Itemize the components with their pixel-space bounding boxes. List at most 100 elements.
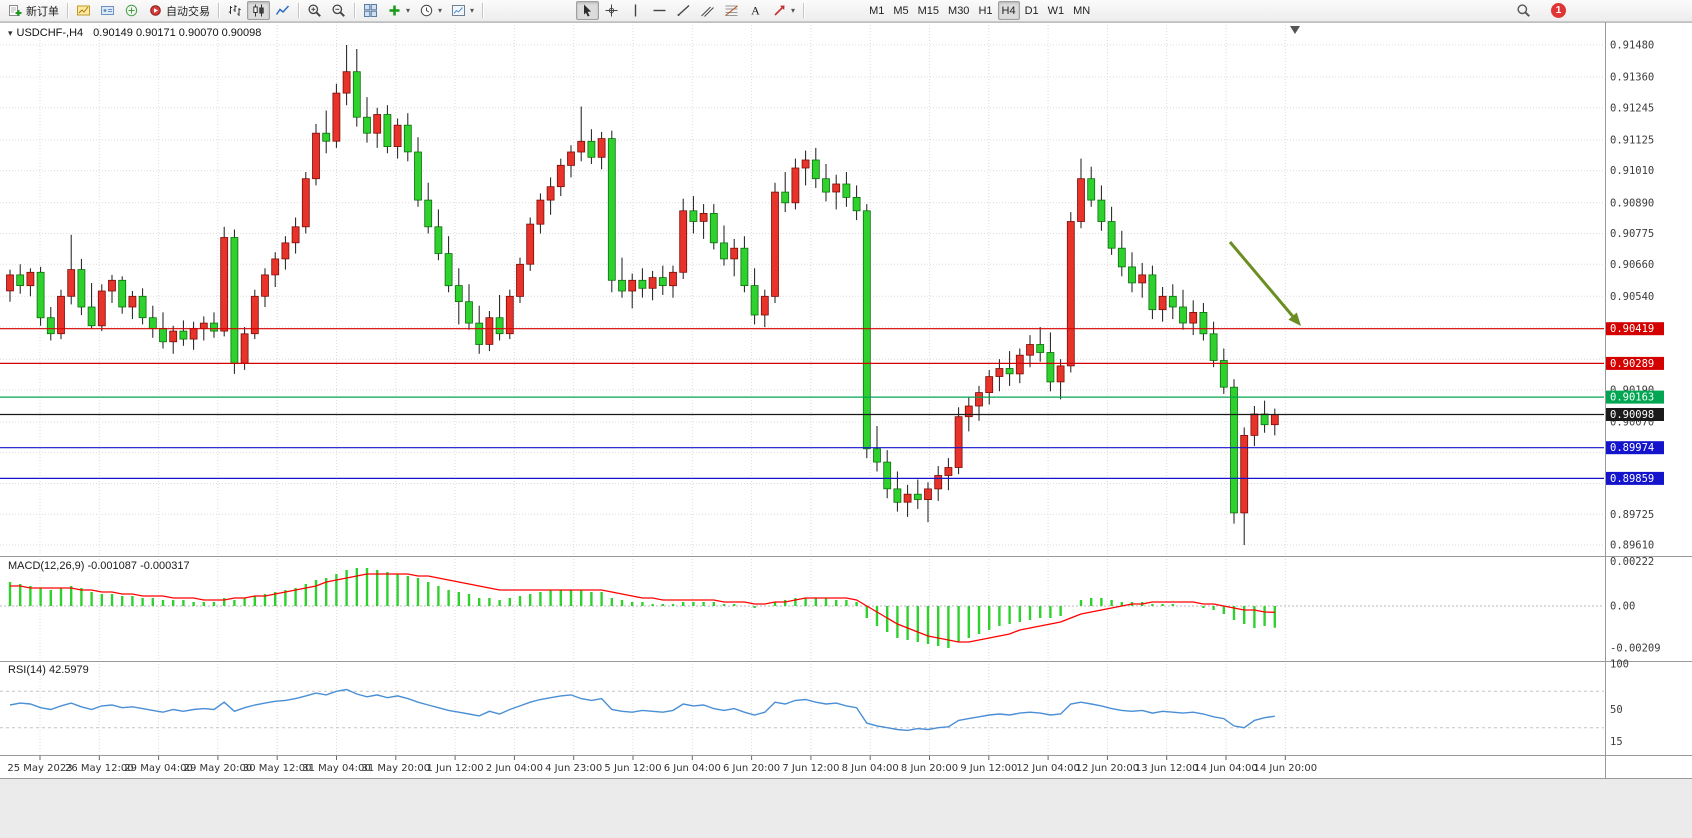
tf-m5-label: M5 bbox=[893, 4, 909, 17]
toolbar-spacer bbox=[487, 10, 575, 11]
svg-text:6 Jun 20:00: 6 Jun 20:00 bbox=[723, 763, 780, 774]
rsi-line bbox=[9, 688, 1275, 732]
candlestick-button[interactable] bbox=[247, 1, 270, 20]
vertical-line-button[interactable] bbox=[624, 1, 647, 20]
data-window-button[interactable] bbox=[120, 1, 143, 20]
notification-badge-label: 1 bbox=[1551, 3, 1566, 18]
fibonacci-icon bbox=[724, 3, 739, 18]
svg-text:0.90660: 0.90660 bbox=[1610, 259, 1654, 271]
svg-text:29 May 20:00: 29 May 20:00 bbox=[184, 763, 253, 774]
candlesticks bbox=[6, 45, 1279, 545]
macd-label: MACD(12,26,9) -0.001087 -0.000317 bbox=[8, 560, 190, 572]
cursor-icon bbox=[580, 3, 595, 18]
chart-collapse-icon[interactable]: ▾ bbox=[8, 28, 13, 38]
tf-m30-label: M30 bbox=[948, 4, 970, 17]
svg-text:50: 50 bbox=[1610, 704, 1623, 716]
svg-text:0.91360: 0.91360 bbox=[1610, 72, 1654, 84]
horizontal-line-button[interactable] bbox=[648, 1, 671, 20]
template-icon bbox=[451, 3, 466, 18]
arrow-annotation[interactable] bbox=[1228, 241, 1301, 326]
svg-text:25 May 2023: 25 May 2023 bbox=[7, 763, 72, 774]
tf-d1[interactable]: D1 bbox=[1021, 1, 1043, 20]
price-tag-0.90098: 0.90098 bbox=[1606, 408, 1664, 421]
crosshair-button[interactable] bbox=[600, 1, 623, 20]
svg-text:6 Jun 04:00: 6 Jun 04:00 bbox=[664, 763, 721, 774]
tf-mn[interactable]: MN bbox=[1069, 1, 1094, 20]
indicator-axis-labels: 0.00222 0.00 -0.00209 100 50 15 bbox=[1610, 556, 1661, 748]
fibonacci-button[interactable] bbox=[720, 1, 743, 20]
new-order-icon bbox=[8, 3, 23, 18]
periods-button[interactable]: ▾ bbox=[415, 1, 446, 20]
tf-w1-label: W1 bbox=[1047, 4, 1065, 17]
cursor-button[interactable] bbox=[576, 1, 600, 20]
zoom-out-button[interactable] bbox=[327, 1, 350, 20]
tf-h4[interactable]: H4 bbox=[997, 1, 1020, 20]
svg-text:7 Jun 12:00: 7 Jun 12:00 bbox=[782, 763, 839, 774]
templates-button[interactable]: ▾ bbox=[447, 1, 478, 20]
zoom-in-icon bbox=[307, 3, 322, 18]
tile-windows-button[interactable] bbox=[359, 1, 382, 20]
svg-text:0.90890: 0.90890 bbox=[1610, 197, 1654, 209]
svg-text:8 Jun 04:00: 8 Jun 04:00 bbox=[842, 763, 899, 774]
svg-text:31 May 20:00: 31 May 20:00 bbox=[362, 763, 431, 774]
arrows-icon bbox=[772, 3, 787, 18]
tf-m15[interactable]: M15 bbox=[914, 1, 943, 20]
bar-chart-button[interactable] bbox=[223, 1, 246, 20]
tf-h4-label: H4 bbox=[1001, 4, 1016, 17]
bottom-strip bbox=[0, 778, 1692, 838]
toolbar-spacer bbox=[808, 10, 864, 11]
channel-button[interactable] bbox=[696, 1, 719, 20]
trendline-button[interactable] bbox=[672, 1, 695, 20]
tf-h1-label: H1 bbox=[978, 4, 993, 17]
svg-text:12 Jun 20:00: 12 Jun 20:00 bbox=[1076, 763, 1140, 774]
new-chart-icon bbox=[76, 3, 91, 18]
chart-shift-marker[interactable] bbox=[1290, 26, 1300, 34]
line-chart-button[interactable] bbox=[271, 1, 294, 20]
profiles-button[interactable] bbox=[96, 1, 119, 20]
dropdown-arrow-icon: ▾ bbox=[406, 6, 411, 15]
zoom-in-button[interactable] bbox=[303, 1, 326, 20]
tf-m1[interactable]: M1 bbox=[865, 1, 888, 20]
new-chart-button[interactable] bbox=[72, 1, 95, 20]
svg-text:0.89610: 0.89610 bbox=[1610, 540, 1654, 552]
price-tag-0.89859: 0.89859 bbox=[1606, 471, 1664, 485]
toolbar-separator bbox=[482, 3, 484, 18]
text-button[interactable]: A bbox=[744, 1, 767, 20]
arrows-button[interactable]: ▾ bbox=[768, 1, 799, 20]
tf-w1[interactable]: W1 bbox=[1044, 1, 1069, 20]
tf-mn-label: MN bbox=[1073, 4, 1091, 17]
toolbar-separator bbox=[354, 3, 355, 18]
profiles-icon bbox=[100, 3, 115, 18]
tf-m5[interactable]: M5 bbox=[889, 1, 912, 20]
indicators-icon bbox=[387, 3, 402, 18]
toolbar-separator bbox=[67, 3, 68, 18]
new-order-button[interactable]: 新订单 bbox=[4, 1, 63, 20]
text-icon: A bbox=[748, 3, 763, 18]
svg-text:26 May 12:00: 26 May 12:00 bbox=[65, 763, 134, 774]
svg-text:1 Jun 12:00: 1 Jun 12:00 bbox=[427, 763, 484, 774]
trendline-icon bbox=[676, 3, 691, 18]
price-tag-0.89974: 0.89974 bbox=[1606, 441, 1664, 455]
svg-text:12 Jun 04:00: 12 Jun 04:00 bbox=[1016, 763, 1080, 774]
search-button[interactable] bbox=[1512, 1, 1535, 20]
svg-text:15: 15 bbox=[1610, 736, 1623, 748]
tf-m30[interactable]: M30 bbox=[944, 1, 973, 20]
chart-title: ▾ USDCHF-,H4 0.90149 0.90171 0.90070 0.900… bbox=[8, 27, 261, 39]
autotrading-button[interactable]: 自动交易 bbox=[144, 1, 214, 20]
svg-text:29 May 04:00: 29 May 04:00 bbox=[124, 763, 193, 774]
notification-badge[interactable]: 1 bbox=[1547, 1, 1570, 20]
svg-text:0.90098: 0.90098 bbox=[1610, 409, 1654, 421]
indicators-button[interactable]: ▾ bbox=[383, 1, 414, 20]
price-axis-labels: 0.91480 0.91360 0.91245 0.91125 0.91010 0.908… bbox=[1610, 40, 1654, 552]
chart-background bbox=[0, 22, 1692, 778]
svg-text:0.00: 0.00 bbox=[1610, 601, 1635, 613]
svg-text:14 Jun 04:00: 14 Jun 04:00 bbox=[1194, 763, 1258, 774]
chart-symbol-timeframe: USDCHF-,H4 bbox=[16, 27, 84, 39]
dropdown-arrow-icon: ▾ bbox=[438, 6, 443, 15]
svg-text:0.89974: 0.89974 bbox=[1610, 442, 1654, 454]
tf-h1[interactable]: H1 bbox=[974, 1, 996, 20]
svg-text:0.91125: 0.91125 bbox=[1610, 134, 1654, 146]
svg-text:100: 100 bbox=[1610, 659, 1629, 671]
